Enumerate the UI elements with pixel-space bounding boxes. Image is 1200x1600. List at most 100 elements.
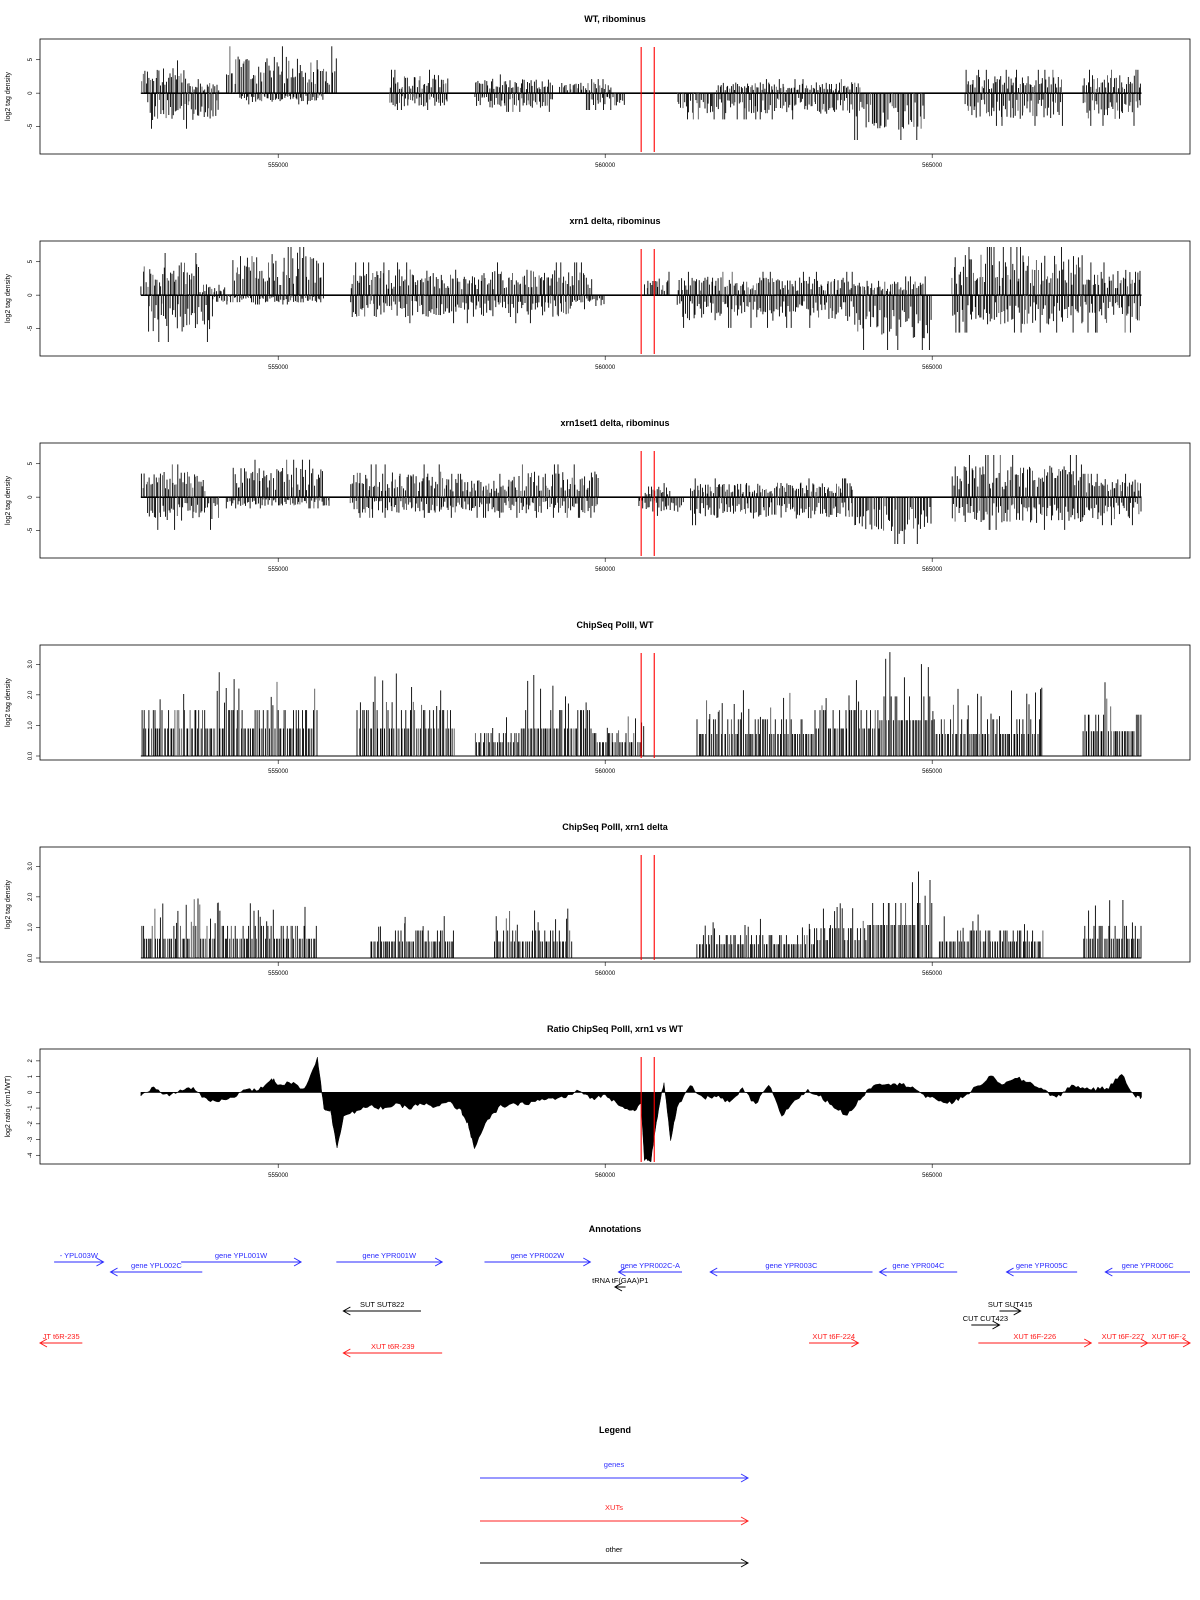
x-tick-label: 555000 [268,567,289,573]
xut-annotation: XUT t6R-239 [342,1342,443,1358]
legend-label: XUTs [605,1503,623,1512]
arrow-head-icon [583,1257,592,1267]
chart-panel-1: WT, ribominus log2 tag density -5 0 5 555000 5… [5,14,1191,169]
gene-label: gene YPR002W [511,1251,566,1260]
xut-label: XUT t6R-239 [371,1342,415,1351]
gene-annotation: gene YPR004C [878,1261,958,1277]
gene-annotation: gene YPR003C [709,1261,873,1277]
panel-frame [39,1048,1191,1165]
arrow-head-icon [1104,1267,1113,1277]
y-tick-label: 0.0 [28,953,34,962]
gene-label: gene YPR006C [1122,1261,1175,1270]
panel-title: ChipSeq PolII, WT [577,620,654,630]
y-tick-label: 0 [28,91,34,95]
gene-label: gene YPR004C [892,1261,945,1270]
gene-annotation: gene YPR006C [1104,1261,1190,1277]
gene-annotation: gene YPR001W [336,1251,444,1267]
panel-title: Ratio ChipSeq PolII, xrn1 vs WT [547,1024,684,1034]
x-tick-label: 560000 [595,365,616,371]
gene-label: - YPL003W [60,1251,99,1260]
x-tick-label: 555000 [268,1173,289,1179]
legend-label: genes [604,1460,625,1469]
x-tick-label: 565000 [922,365,943,371]
x-tick-label: 555000 [268,365,289,371]
x-tick-label: 560000 [595,971,616,977]
panel-frame [39,240,1191,357]
data-bars [140,652,1142,757]
gene-annotation: gene YPR002C-A [617,1261,683,1277]
x-tick-label: 565000 [922,971,943,977]
y-tick-label: 3.0 [28,861,34,870]
xut-label: XUT t6F-226 [1013,1332,1056,1341]
y-tick-label: 2.0 [28,690,34,699]
legend-title: Legend [599,1425,631,1435]
y-axis-label: log2 tag density [5,475,12,525]
other-annotation: SUT SUT415 [988,1300,1032,1316]
arrow-head-icon [1083,1338,1093,1348]
panel-title: ChipSeq PolII, xrn1 delta [562,822,669,832]
gene-annotation: gene YPL002C [109,1261,203,1277]
arrow-head-icon [740,1516,750,1526]
chart-panels: WT, ribominus log2 tag density -5 0 5 555000 5… [5,14,1191,1179]
panel-title: WT, ribominus [584,14,646,24]
xut-annotation: XUT t6F-227 [1098,1332,1149,1348]
chart-panel-6: Ratio ChipSeq PolII, xrn1 vs WT log2 rati… [5,1024,1191,1179]
y-axis-label: log2 tag density [5,879,12,929]
arrow-head-icon [293,1257,303,1267]
gene-annotation: gene YPR005C [1005,1261,1078,1277]
y-tick-label: 5 [28,259,34,263]
arrow-head-icon [342,1348,351,1358]
y-tick-label: 2 [28,1059,34,1063]
y-tick-label: -1 [28,1105,34,1111]
y-tick-label: -4 [28,1152,34,1158]
arrow-head-icon [617,1267,626,1277]
arrow-head-icon [992,1320,1001,1330]
y-axis-label: log2 tag density [5,273,12,323]
y-tick-label: 1.0 [28,923,34,932]
y-tick-label: 0 [28,1090,34,1094]
y-tick-label: -5 [28,325,34,331]
x-tick-label: 560000 [595,567,616,573]
panel-frame [39,846,1191,963]
data-bars [140,46,1142,140]
y-axis-label: log2 tag density [5,677,12,727]
gene-annotation: gene YPR002W [484,1251,592,1267]
xut-annotation: JT t6R-235 [38,1332,83,1348]
arrow-head-icon [709,1267,718,1277]
y-axis-label: log2 tag density [5,71,12,121]
x-tick-label: 565000 [922,769,943,775]
x-tick-label: 565000 [922,1173,943,1179]
other-annotation: SUT SUT822 [342,1300,421,1316]
y-tick-label: 0 [28,495,34,499]
chart-panel-4: ChipSeq PolII, WT log2 tag density 0.0 1.0 2… [5,620,1191,775]
other-annotation: CUT CUT423 [963,1314,1008,1330]
gene-annotation: gene YPL001W [181,1251,303,1267]
y-tick-label: 3.0 [28,659,34,668]
x-tick-label: 560000 [595,163,616,169]
gene-annotation: - YPL003W [54,1251,105,1267]
xut-annotation: XUT t6F-224 [809,1332,860,1348]
x-tick-label: 565000 [922,163,943,169]
arrow-head-icon [1005,1267,1014,1277]
arrow-head-icon [434,1257,444,1267]
x-tick-label: 565000 [922,567,943,573]
chart-panel-3: xrn1set1 delta, ribominus log2 tag densit… [5,418,1191,573]
xut-label: XUT t6F-2 [1152,1332,1186,1341]
y-tick-label: 0.0 [28,751,34,760]
arrow-head-icon [851,1338,860,1348]
gene-label: gene YPR005C [1016,1261,1069,1270]
arrow-head-icon [38,1338,48,1348]
y-tick-label: 5 [28,57,34,61]
annotations-title: Annotations [589,1224,642,1234]
gene-label: gene YPL001W [215,1251,268,1260]
x-tick-label: 555000 [268,163,289,169]
arrow-head-icon [1013,1306,1022,1316]
chart-panel-5: ChipSeq PolII, xrn1 delta log2 tag densit… [5,822,1191,977]
chart-panel-2: xrn1 delta, ribominus log2 tag density -5 0… [5,216,1191,371]
xut-annotation: XUT t6F-2 [1147,1332,1192,1348]
other-label: SUT SUT415 [988,1300,1032,1309]
arrow-head-icon [1182,1338,1192,1348]
panel-title: xrn1 delta, ribominus [569,216,660,226]
xut-label: JT t6R-235 [43,1332,80,1341]
